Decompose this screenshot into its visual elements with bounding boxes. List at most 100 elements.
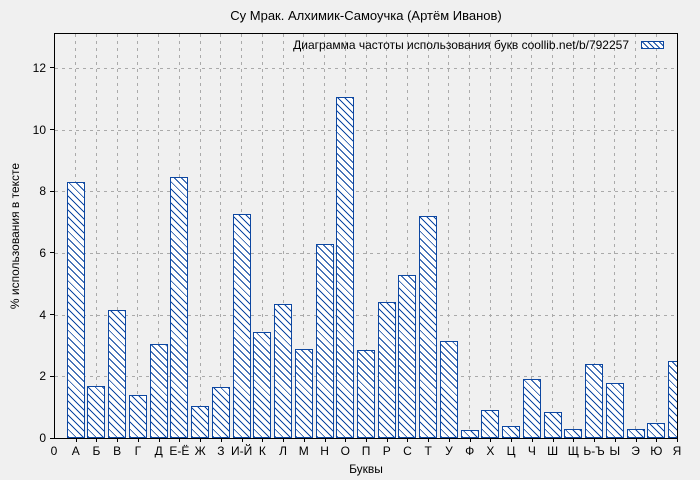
x-tick-label-Х: Х [486,444,495,458]
bar-О [336,97,355,438]
x-tick-Я [677,438,678,442]
x-tick-Г [137,438,139,442]
vgridline-Р [386,34,388,438]
y-tick-label-6: 6 [39,245,46,260]
bar-Э [626,428,645,438]
x-tick-Ч [531,438,533,442]
x-axis-title: Буквы [349,462,383,476]
bar-С [398,274,417,438]
hatched-box-icon [641,41,664,49]
bar-Ш [543,411,562,438]
vgridline-Д [158,34,160,438]
y-tick-4 [50,314,54,316]
vgridline-Ф [469,34,471,438]
vgridline-Ш [552,34,554,438]
vgridline-Ы [614,34,616,438]
x-tick-З [220,438,222,442]
legend-label: Диаграмма частоты использования букв coo… [293,38,629,52]
y-tick-2 [50,375,54,377]
bar-У [439,340,458,438]
x-tick-М [303,438,305,442]
x-tick-label-Т: Т [424,444,432,458]
bar-Г [128,394,147,438]
y-tick-label-10: 10 [32,122,46,137]
x-tick-Ф [469,438,471,442]
bar-З [211,387,230,438]
x-tick-label-У: У [445,444,453,458]
bar-Ь-Ъ [585,364,604,438]
bar-Б [87,385,106,438]
x-tick-А [75,438,77,442]
bar-Ж [191,405,210,438]
plot-area: Диаграмма частоты использования букв coo… [54,33,678,439]
x-tick-label-С: С [403,444,412,458]
x-tick-label-Р: Р [382,444,391,458]
vgridline-К [261,34,263,438]
x-tick-label-Ш: Ш [547,444,559,458]
y-axis-title: % использования в тексте [8,162,22,310]
x-tick-Ь-Ъ [594,438,596,442]
y-tick-label-12: 12 [32,60,46,75]
vgridline-Б [95,34,97,438]
bar-Ф [460,430,479,438]
vgridline-Н [324,34,326,438]
x-tick-Ш [552,438,554,442]
vgridline-Ж [199,34,201,438]
bar-А [66,182,85,438]
x-tick-Ю [656,438,658,442]
x-tick-В [117,438,119,442]
x-tick-label-Ц: Ц [506,444,516,458]
x-tick-label-М: М [298,444,309,458]
bar-Е-Ё [170,177,189,438]
vgridline-Г [137,34,139,438]
vgridline-М [303,34,305,438]
bar-Щ [564,428,583,438]
x-tick-Ы [614,438,616,442]
bar-М [294,348,313,438]
x-tick-С [407,438,409,442]
vgridline-С [406,34,408,438]
x-tick-И-Й [241,438,243,442]
x-tick-К [262,438,264,442]
chart-title: Су Мрак. Алхимик-Самоучка (Артём Иванов) [230,8,502,23]
x-tick-label-Г: Г [134,444,142,458]
bar-Н [315,243,334,438]
x-tick-Н [324,438,326,442]
x-tick-label-З: З [217,444,225,458]
x-tick-label-Д: Д [154,444,163,458]
bar-П [357,350,375,438]
bar-Ц [502,425,521,438]
x-tick-label-Щ: Щ [567,444,579,458]
x-tick-label-Е-Ё: Е-Ё [169,444,190,458]
x-tick-label-Н: Н [320,444,329,458]
x-tick-Л [283,438,285,442]
x-tick-label-Ю: Ю [650,444,663,458]
y-tick-8 [50,190,54,192]
bar-Ч [522,379,541,438]
x-tick-Щ [573,438,575,442]
legend: Диаграмма частоты использования букв coo… [293,38,664,52]
y-tick-label-4: 4 [39,307,46,322]
x-tick-label-origin: 0 [50,444,58,458]
x-tick-label-Ч: Ч [527,444,536,458]
y-tick-10 [50,129,54,131]
vgridline-Х [489,34,491,438]
y-tick-12 [50,67,54,69]
vgridline-Щ [572,34,574,438]
x-tick-Е-Ё [179,438,181,442]
x-tick-Т [428,438,430,442]
vgridline-П [365,34,367,438]
bar-Т [419,215,438,438]
x-tick-label-Ж: Ж [194,444,206,458]
y-tick-6 [50,252,54,254]
x-tick-О [345,438,347,442]
bar-Л [274,303,293,438]
x-tick-Б [96,438,98,442]
x-tick-Ц [511,438,513,442]
y-tick-label-2: 2 [39,369,46,384]
x-tick-label-И-Й: И-Й [230,444,253,458]
bar-Х [481,410,500,438]
bar-И-Й [232,214,251,438]
x-tick-label-Я: Я [672,444,682,458]
vgridline-Я [676,34,677,438]
